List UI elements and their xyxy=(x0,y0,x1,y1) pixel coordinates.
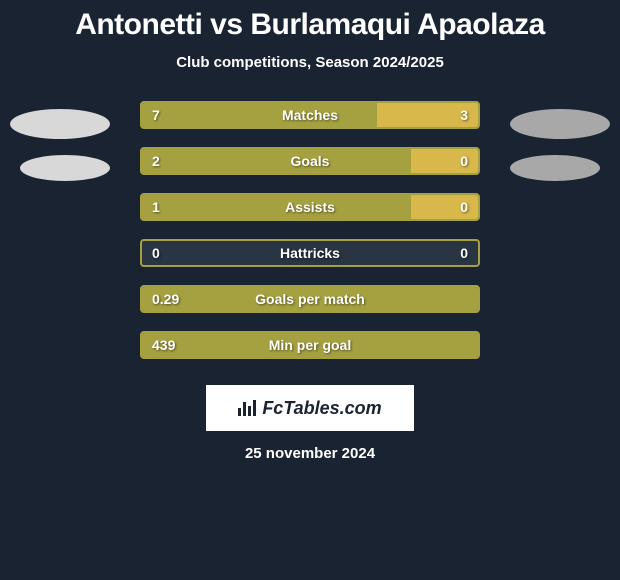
stat-value-right: 0 xyxy=(460,153,468,169)
stat-row: Assists 1 0 xyxy=(140,193,480,221)
chart-icon xyxy=(238,400,256,416)
player-right-shape-1 xyxy=(510,109,610,139)
stat-value-left: 7 xyxy=(152,107,160,123)
site-logo: FcTables.com xyxy=(206,385,414,431)
stat-label: Min per goal xyxy=(269,337,351,353)
stats-area: Matches73Goals20Assists10Hattricks00Goal… xyxy=(0,101,620,462)
logo-label: FcTables.com xyxy=(262,398,381,419)
stat-row: Min per goal 439 xyxy=(140,331,480,359)
stat-label: Hattricks xyxy=(280,245,340,261)
stat-value-right: 3 xyxy=(460,107,468,123)
infographic-container: Antonetti vs Burlamaqui Apaolaza Club co… xyxy=(0,0,620,580)
stat-value-left: 0 xyxy=(152,245,160,261)
stat-label: Assists xyxy=(285,199,335,215)
stats-rows: Matches73Goals20Assists10Hattricks00Goal… xyxy=(140,101,480,377)
stat-row: Goals 2 0 xyxy=(140,147,480,175)
player-left-shape-2 xyxy=(20,155,110,181)
site-logo-text: FcTables.com xyxy=(238,398,381,419)
stat-label: Goals per match xyxy=(255,291,365,307)
stat-row: Hattricks 0 0 xyxy=(140,239,480,267)
bar-left xyxy=(142,103,377,127)
stat-row: Goals per match 0.29 xyxy=(140,285,480,313)
stat-value-left: 2 xyxy=(152,153,160,169)
bar-left xyxy=(142,149,411,173)
stat-value-left: 439 xyxy=(152,337,175,353)
bar-left xyxy=(142,195,411,219)
player-right-shape-2 xyxy=(510,155,600,181)
stat-label: Matches xyxy=(282,107,338,123)
stat-value-right: 0 xyxy=(460,245,468,261)
stat-value-left: 1 xyxy=(152,199,160,215)
page-title: Antonetti vs Burlamaqui Apaolaza xyxy=(75,8,545,42)
footer-date: 25 november 2024 xyxy=(245,445,375,462)
stat-value-left: 0.29 xyxy=(152,291,179,307)
stat-value-right: 0 xyxy=(460,199,468,215)
stat-label: Goals xyxy=(291,153,330,169)
subtitle: Club competitions, Season 2024/2025 xyxy=(176,54,444,71)
player-left-shape-1 xyxy=(10,109,110,139)
stat-row: Matches 7 3 xyxy=(140,101,480,129)
